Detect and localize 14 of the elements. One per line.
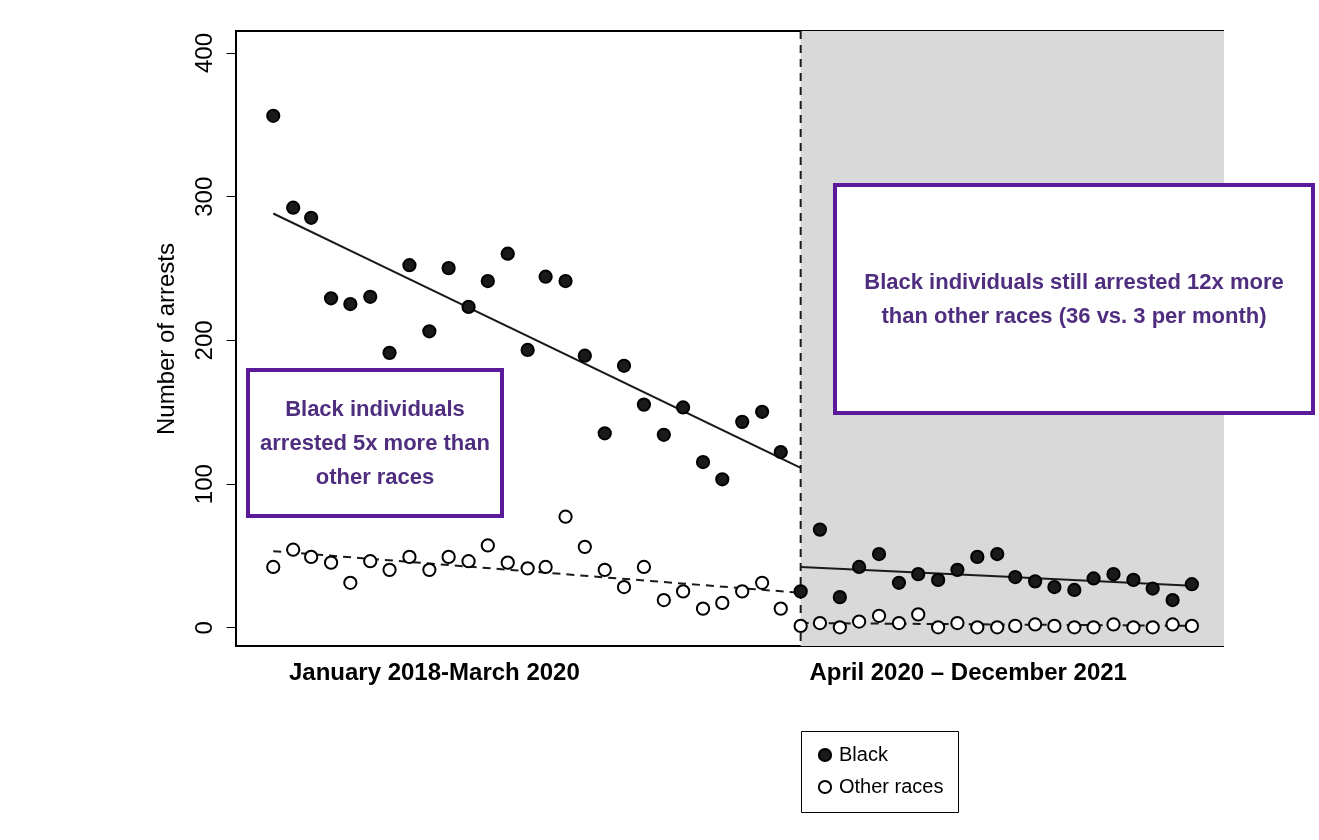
annotation: Black individuals still arrested 12x more than other races (36 vs. 3 per month) — [863, 268, 1285, 330]
y-axis-title: Number of arrests — [151, 242, 179, 436]
x-tick-label: January 2018-March 2020 — [288, 657, 580, 685]
text-box: Black individuals arrested 5x more than other races — [246, 368, 504, 518]
y-tick-label: 100 — [189, 464, 217, 505]
legend-label: Other races — [839, 775, 944, 797]
y-tick-label: 200 — [189, 320, 217, 361]
legend-label: Black — [839, 743, 889, 765]
annotation: Black individuals arrested 5x more than other races — [259, 395, 491, 491]
y-tick-label: 300 — [189, 176, 217, 217]
y-tick-label: 0 — [189, 621, 217, 635]
y-tick-label: 400 — [189, 33, 217, 74]
text-box: Black individuals still arrested 12x more than other races (36 vs. 3 per month) — [833, 183, 1315, 415]
x-tick-label: April 2020 – December 2021 — [809, 657, 1127, 685]
